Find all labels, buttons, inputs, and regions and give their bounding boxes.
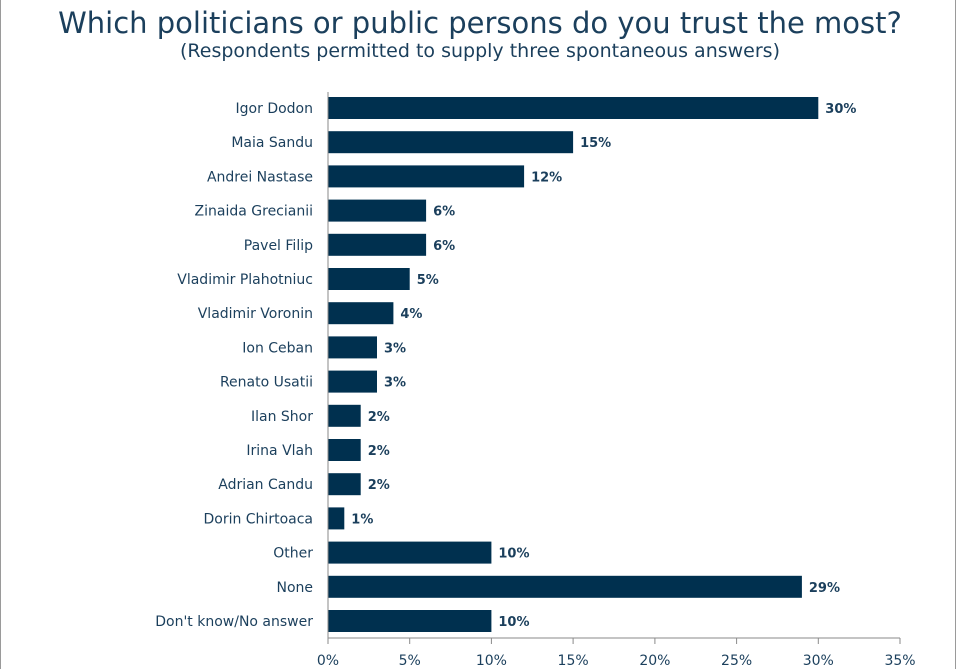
x-tick-label: 30%	[803, 653, 834, 669]
x-tick-label: 20%	[639, 653, 670, 669]
value-label: 10%	[498, 547, 529, 562]
category-label: Igor Dodon	[236, 101, 313, 117]
chart-subtitle: (Respondents permitted to supply three s…	[180, 40, 780, 62]
chart-title: Which politicians or public persons do y…	[58, 6, 902, 40]
value-label: 5%	[417, 273, 439, 288]
bar	[328, 370, 377, 393]
right-border	[955, 0, 956, 669]
left-border	[0, 0, 1, 669]
bar	[328, 507, 345, 530]
value-label: 12%	[531, 170, 562, 185]
bar	[328, 541, 492, 564]
x-tick-label: 0%	[317, 653, 339, 669]
bar	[328, 199, 427, 222]
category-label: Other	[273, 546, 313, 562]
value-label: 10%	[498, 615, 529, 630]
value-label: 6%	[433, 205, 455, 220]
category-label: Dorin Chirtoaca	[203, 511, 313, 527]
value-label: 30%	[825, 102, 856, 117]
bar	[328, 131, 574, 154]
bar	[328, 610, 492, 632]
category-label: Ion Ceban	[242, 340, 313, 356]
value-label: 3%	[384, 341, 406, 356]
category-label: Andrei Nastase	[207, 169, 313, 185]
category-label: Don't know/No answer	[155, 614, 313, 630]
bar	[328, 268, 410, 290]
bar	[328, 302, 394, 325]
category-label: Maia Sandu	[231, 135, 313, 151]
value-label: 4%	[400, 307, 422, 322]
value-label: 2%	[368, 444, 390, 459]
bar	[328, 473, 361, 496]
x-tick-label: 15%	[558, 653, 589, 669]
category-label: Vladimir Plahotniuc	[177, 272, 313, 288]
x-tick-label: 25%	[721, 653, 752, 669]
bar	[328, 439, 361, 461]
category-label: Pavel Filip	[244, 238, 313, 254]
x-tick-label: 35%	[884, 653, 915, 669]
category-label: Ilan Shor	[251, 409, 313, 425]
category-label: Zinaida Grecianii	[195, 204, 313, 220]
value-label: 6%	[433, 239, 455, 254]
x-tick-label: 10%	[476, 653, 507, 669]
bar	[328, 97, 819, 119]
value-label: 2%	[368, 410, 390, 425]
value-label: 3%	[384, 376, 406, 391]
category-label: Renato Usatii	[220, 375, 313, 391]
value-label: 29%	[809, 581, 840, 596]
bar	[328, 575, 802, 598]
value-label: 15%	[580, 136, 611, 151]
category-label: Adrian Candu	[218, 477, 313, 493]
bar	[328, 165, 525, 188]
category-label: None	[276, 580, 313, 596]
bar	[328, 336, 377, 359]
value-label: 1%	[351, 512, 373, 527]
category-label: Vladimir Voronin	[198, 306, 313, 322]
value-label: 2%	[368, 478, 390, 493]
bar	[328, 404, 361, 427]
x-tick-label: 5%	[399, 653, 421, 669]
category-label: Irina Vlah	[246, 443, 313, 459]
bar	[328, 233, 427, 256]
